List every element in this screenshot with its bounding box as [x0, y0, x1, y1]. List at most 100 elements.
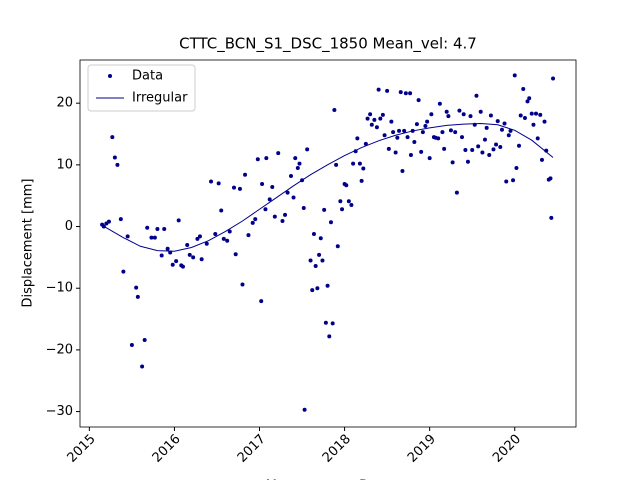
data-point: [369, 122, 374, 127]
data-point: [246, 233, 251, 238]
data-point: [176, 218, 181, 223]
data-point: [494, 142, 499, 147]
data-point: [142, 338, 147, 343]
x-tick-label: 2020: [490, 432, 524, 466]
data-point: [213, 231, 218, 236]
data-point: [480, 150, 485, 155]
data-point: [125, 234, 130, 239]
data-point: [351, 161, 356, 166]
data-point: [219, 208, 224, 213]
data-point: [427, 156, 432, 161]
data-point: [403, 91, 408, 96]
data-point: [233, 252, 238, 257]
legend-box: [87, 64, 196, 112]
data-point: [165, 246, 170, 251]
data-point: [436, 136, 441, 141]
data-point: [459, 135, 464, 140]
data-point: [295, 165, 300, 170]
data-point: [327, 334, 332, 339]
data-point: [140, 364, 145, 369]
data-point: [318, 236, 323, 241]
data-point: [106, 219, 111, 224]
data-point: [521, 86, 526, 91]
y-tick-label: 20: [56, 96, 73, 111]
data-point: [328, 220, 333, 225]
data-point: [115, 162, 120, 167]
data-point: [118, 217, 123, 222]
data-point: [330, 321, 335, 326]
data-point: [378, 116, 383, 121]
data-point: [334, 162, 339, 167]
legend-label: Irregular: [132, 91, 188, 106]
data-point: [372, 117, 377, 122]
data-point: [402, 128, 407, 133]
data-point: [195, 236, 200, 241]
data-point: [478, 109, 483, 114]
data-point: [322, 207, 327, 212]
data-point: [308, 258, 313, 263]
data-point: [522, 115, 527, 120]
data-point: [174, 259, 179, 264]
data-point: [498, 144, 503, 149]
data-point: [311, 231, 316, 236]
data-point: [551, 76, 556, 81]
data-point: [470, 148, 475, 153]
data-point: [518, 113, 523, 118]
data-point: [253, 217, 258, 222]
data-point: [393, 150, 398, 155]
data-point: [506, 133, 511, 138]
data-point: [405, 135, 410, 140]
data-point: [288, 173, 293, 178]
data-point: [280, 218, 285, 223]
data-point: [250, 220, 255, 225]
data-point: [237, 186, 242, 191]
data-point: [389, 119, 394, 124]
data-point: [423, 123, 428, 128]
data-point: [361, 166, 366, 171]
data-point: [180, 264, 185, 269]
data-point: [465, 159, 470, 164]
data-point: [221, 236, 226, 241]
data-point: [155, 227, 160, 232]
data-point: [225, 238, 230, 243]
data-point: [231, 185, 236, 190]
data-point: [548, 176, 553, 181]
data-point: [508, 128, 513, 133]
data-point: [504, 179, 509, 184]
data-point: [199, 257, 204, 262]
data-point: [491, 147, 496, 152]
data-point: [243, 172, 248, 177]
data-point: [531, 122, 536, 127]
data-point: [482, 137, 487, 142]
data-point: [380, 112, 385, 117]
data-point: [112, 155, 117, 160]
data-point: [297, 161, 302, 166]
data-point: [512, 73, 517, 78]
data-point: [516, 143, 521, 148]
data-point: [332, 107, 337, 112]
data-point: [346, 199, 351, 204]
data-point: [542, 119, 547, 124]
data-point: [484, 125, 489, 130]
data-point: [488, 113, 493, 118]
y-tick-label: −20: [46, 342, 73, 357]
x-tick-label: 2018: [320, 432, 354, 466]
data-point: [502, 121, 507, 126]
data-point: [240, 282, 245, 287]
data-point: [476, 144, 481, 149]
data-point: [511, 178, 516, 183]
data-point: [110, 135, 115, 140]
data-point: [134, 285, 139, 290]
data-point: [216, 181, 221, 186]
data-point: [487, 152, 492, 157]
x-axis-label: Measurement Date: [266, 479, 390, 480]
data-point: [170, 262, 175, 267]
data-point: [349, 202, 354, 207]
data-point: [386, 146, 391, 151]
data-point: [301, 206, 306, 211]
data-point: [365, 116, 370, 121]
data-point: [129, 342, 134, 347]
data-point: [527, 96, 532, 101]
data-point: [442, 146, 447, 151]
